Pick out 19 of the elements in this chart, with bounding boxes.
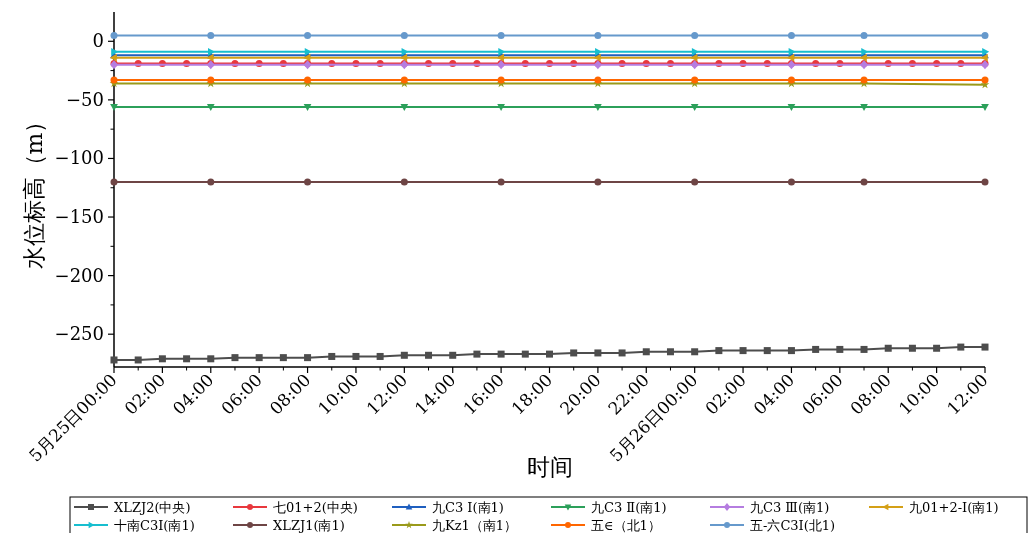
legend-label: XLZJ2(中央) <box>114 500 191 515</box>
y-tick-label: −250 <box>54 323 104 345</box>
legend-label: 七01+2(中央) <box>273 500 358 515</box>
y-tick-label: −150 <box>54 206 104 228</box>
legend-label: 五∈（北1） <box>591 518 661 533</box>
y-tick-label: −100 <box>54 147 104 169</box>
legend-label: 九C3 Ⅰ(南1) <box>432 500 504 515</box>
x-axis-title: 时间 <box>526 454 573 480</box>
y-tick-label: 0 <box>92 30 104 52</box>
y-tick-label: −200 <box>54 264 104 286</box>
legend-label: 九01+2-Ⅰ(南1) <box>909 500 999 515</box>
y-tick-label: −50 <box>66 88 104 110</box>
y-axis-title: 水位标高（m） <box>21 109 47 270</box>
legend-label: 九C3 Ⅲ(南1) <box>750 500 830 515</box>
legend-label: 九C3 Ⅱ(南1) <box>591 500 667 515</box>
legend-label: XLZJ1(南1) <box>273 518 345 533</box>
legend-label: 十南C3Ⅰ(南1) <box>114 518 195 533</box>
legend-label: 九Kz1（南1） <box>432 518 518 533</box>
legend-label: 五-六C3Ⅰ(北1) <box>750 518 836 533</box>
